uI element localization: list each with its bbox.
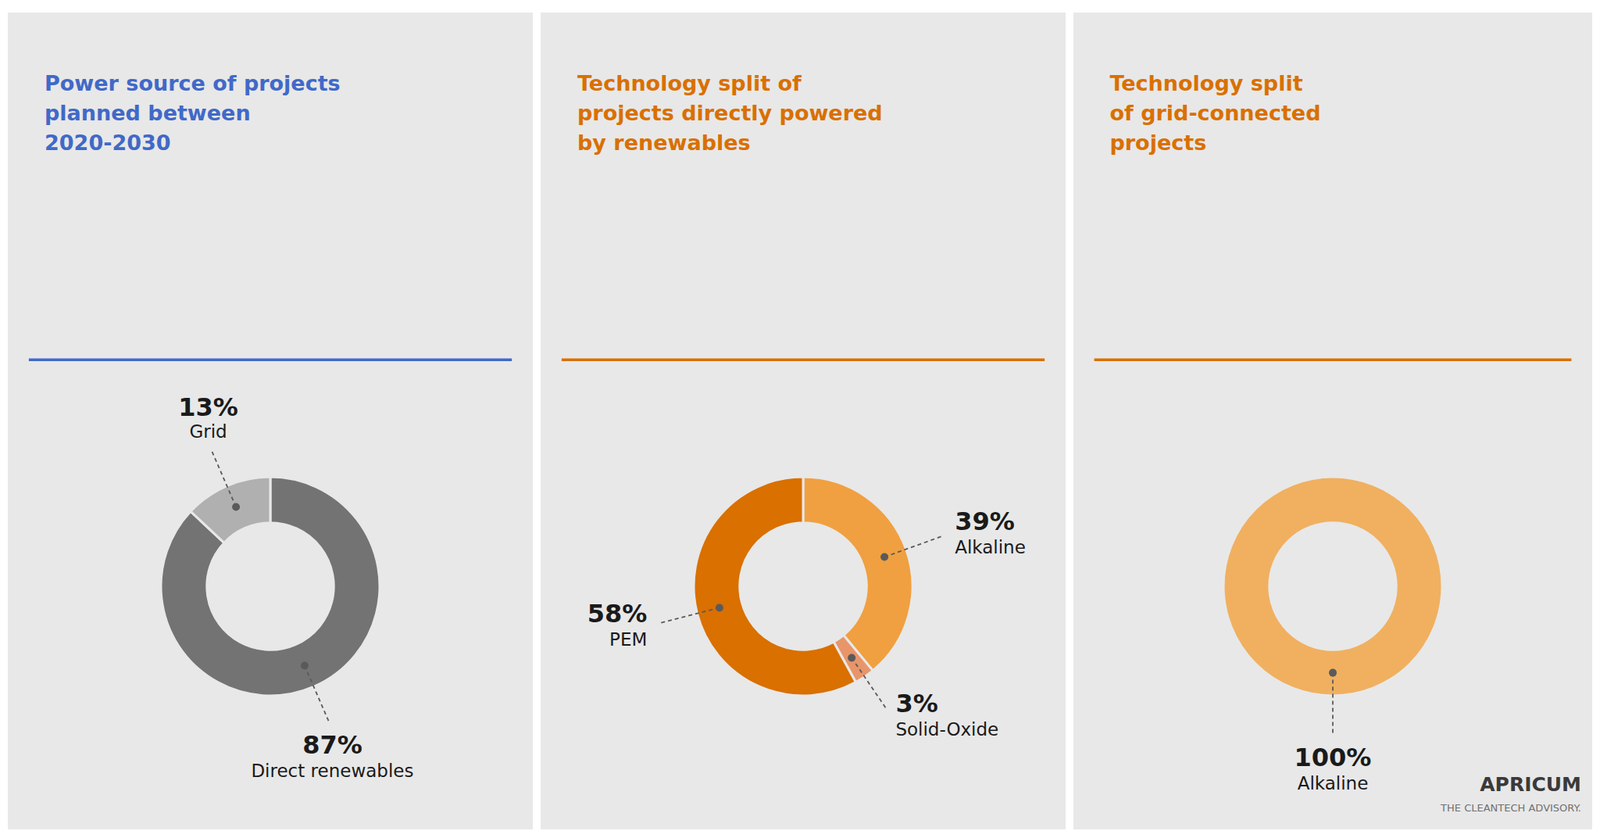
title-rule	[28, 357, 512, 361]
title: Technology split of grid-connected project…	[1109, 71, 1321, 155]
panel: Power source of projects planned between 2…	[7, 12, 533, 829]
panel-background	[540, 12, 1066, 829]
category-label: Alkaline	[954, 536, 1026, 558]
title-line: of grid-connected	[1109, 100, 1321, 125]
data-label: 100%	[1294, 742, 1372, 772]
data-labels: 87%Direct renewables 13%Grid	[178, 392, 414, 780]
annotation: THE CLEANTECH ADVISORY.	[1439, 801, 1582, 814]
title-line: Technology split of	[577, 71, 802, 96]
leader-line	[851, 657, 887, 709]
title-line: projects directly powered	[577, 100, 883, 125]
leader-line	[1332, 672, 1334, 735]
slices	[160, 476, 380, 696]
leader-dot	[232, 502, 240, 511]
category-label: PEM	[609, 628, 647, 650]
data-labels: 100%Alkaline	[1294, 668, 1372, 793]
slice	[693, 476, 856, 696]
data-label: 58%	[587, 598, 648, 629]
category-label: Solid-Oxide	[895, 718, 999, 740]
category-label: Grid	[189, 421, 227, 442]
title-line: Technology split	[1109, 71, 1303, 96]
title: Power source of projects planned between 2…	[44, 71, 341, 155]
panel-background	[1073, 12, 1593, 829]
title-line: by renewables	[577, 130, 751, 155]
slice	[190, 476, 271, 543]
category-label: Alkaline	[1297, 772, 1369, 793]
slice	[1223, 476, 1443, 696]
panel-background	[7, 12, 533, 829]
data-label: 39%	[954, 506, 1015, 536]
leader-line	[884, 535, 943, 558]
leader-dot	[847, 653, 856, 661]
leader-line	[211, 450, 237, 508]
data-label: 13%	[178, 392, 239, 422]
annotation: APRICUM	[1479, 772, 1582, 796]
leader-dot	[300, 661, 309, 670]
title-rule	[561, 357, 1045, 361]
leader-dot	[715, 603, 724, 612]
leader-dot	[880, 553, 889, 561]
title: Technology split of projects directly pow…	[577, 71, 883, 155]
title-line: projects	[1109, 130, 1207, 155]
data-label: 3%	[895, 688, 938, 718]
slice	[160, 476, 380, 696]
leader-dot	[1328, 668, 1337, 677]
data-labels: 39%Alkaline 3%Solid-Oxide 58%PEM	[587, 506, 1026, 740]
panel: Technology split of grid-connected project…	[1073, 12, 1593, 829]
title-rule	[1094, 357, 1572, 361]
figure: Power source of projects planned between 2…	[0, 0, 1600, 838]
category-label: Direct renewables	[250, 760, 414, 781]
slice	[803, 476, 913, 671]
title-line: 2020-2030	[44, 130, 172, 155]
leader-line	[659, 607, 720, 624]
slices	[1223, 476, 1443, 696]
title-line: planned between	[44, 100, 251, 125]
panel: Technology split of projects directly pow…	[540, 12, 1066, 829]
slices	[693, 476, 913, 696]
logo: APRICUM THE CLEANTECH ADVISORY.	[1439, 772, 1582, 814]
data-label: 87%	[302, 729, 363, 760]
leader-line	[304, 665, 330, 723]
title-line: Power source of projects	[44, 71, 341, 96]
